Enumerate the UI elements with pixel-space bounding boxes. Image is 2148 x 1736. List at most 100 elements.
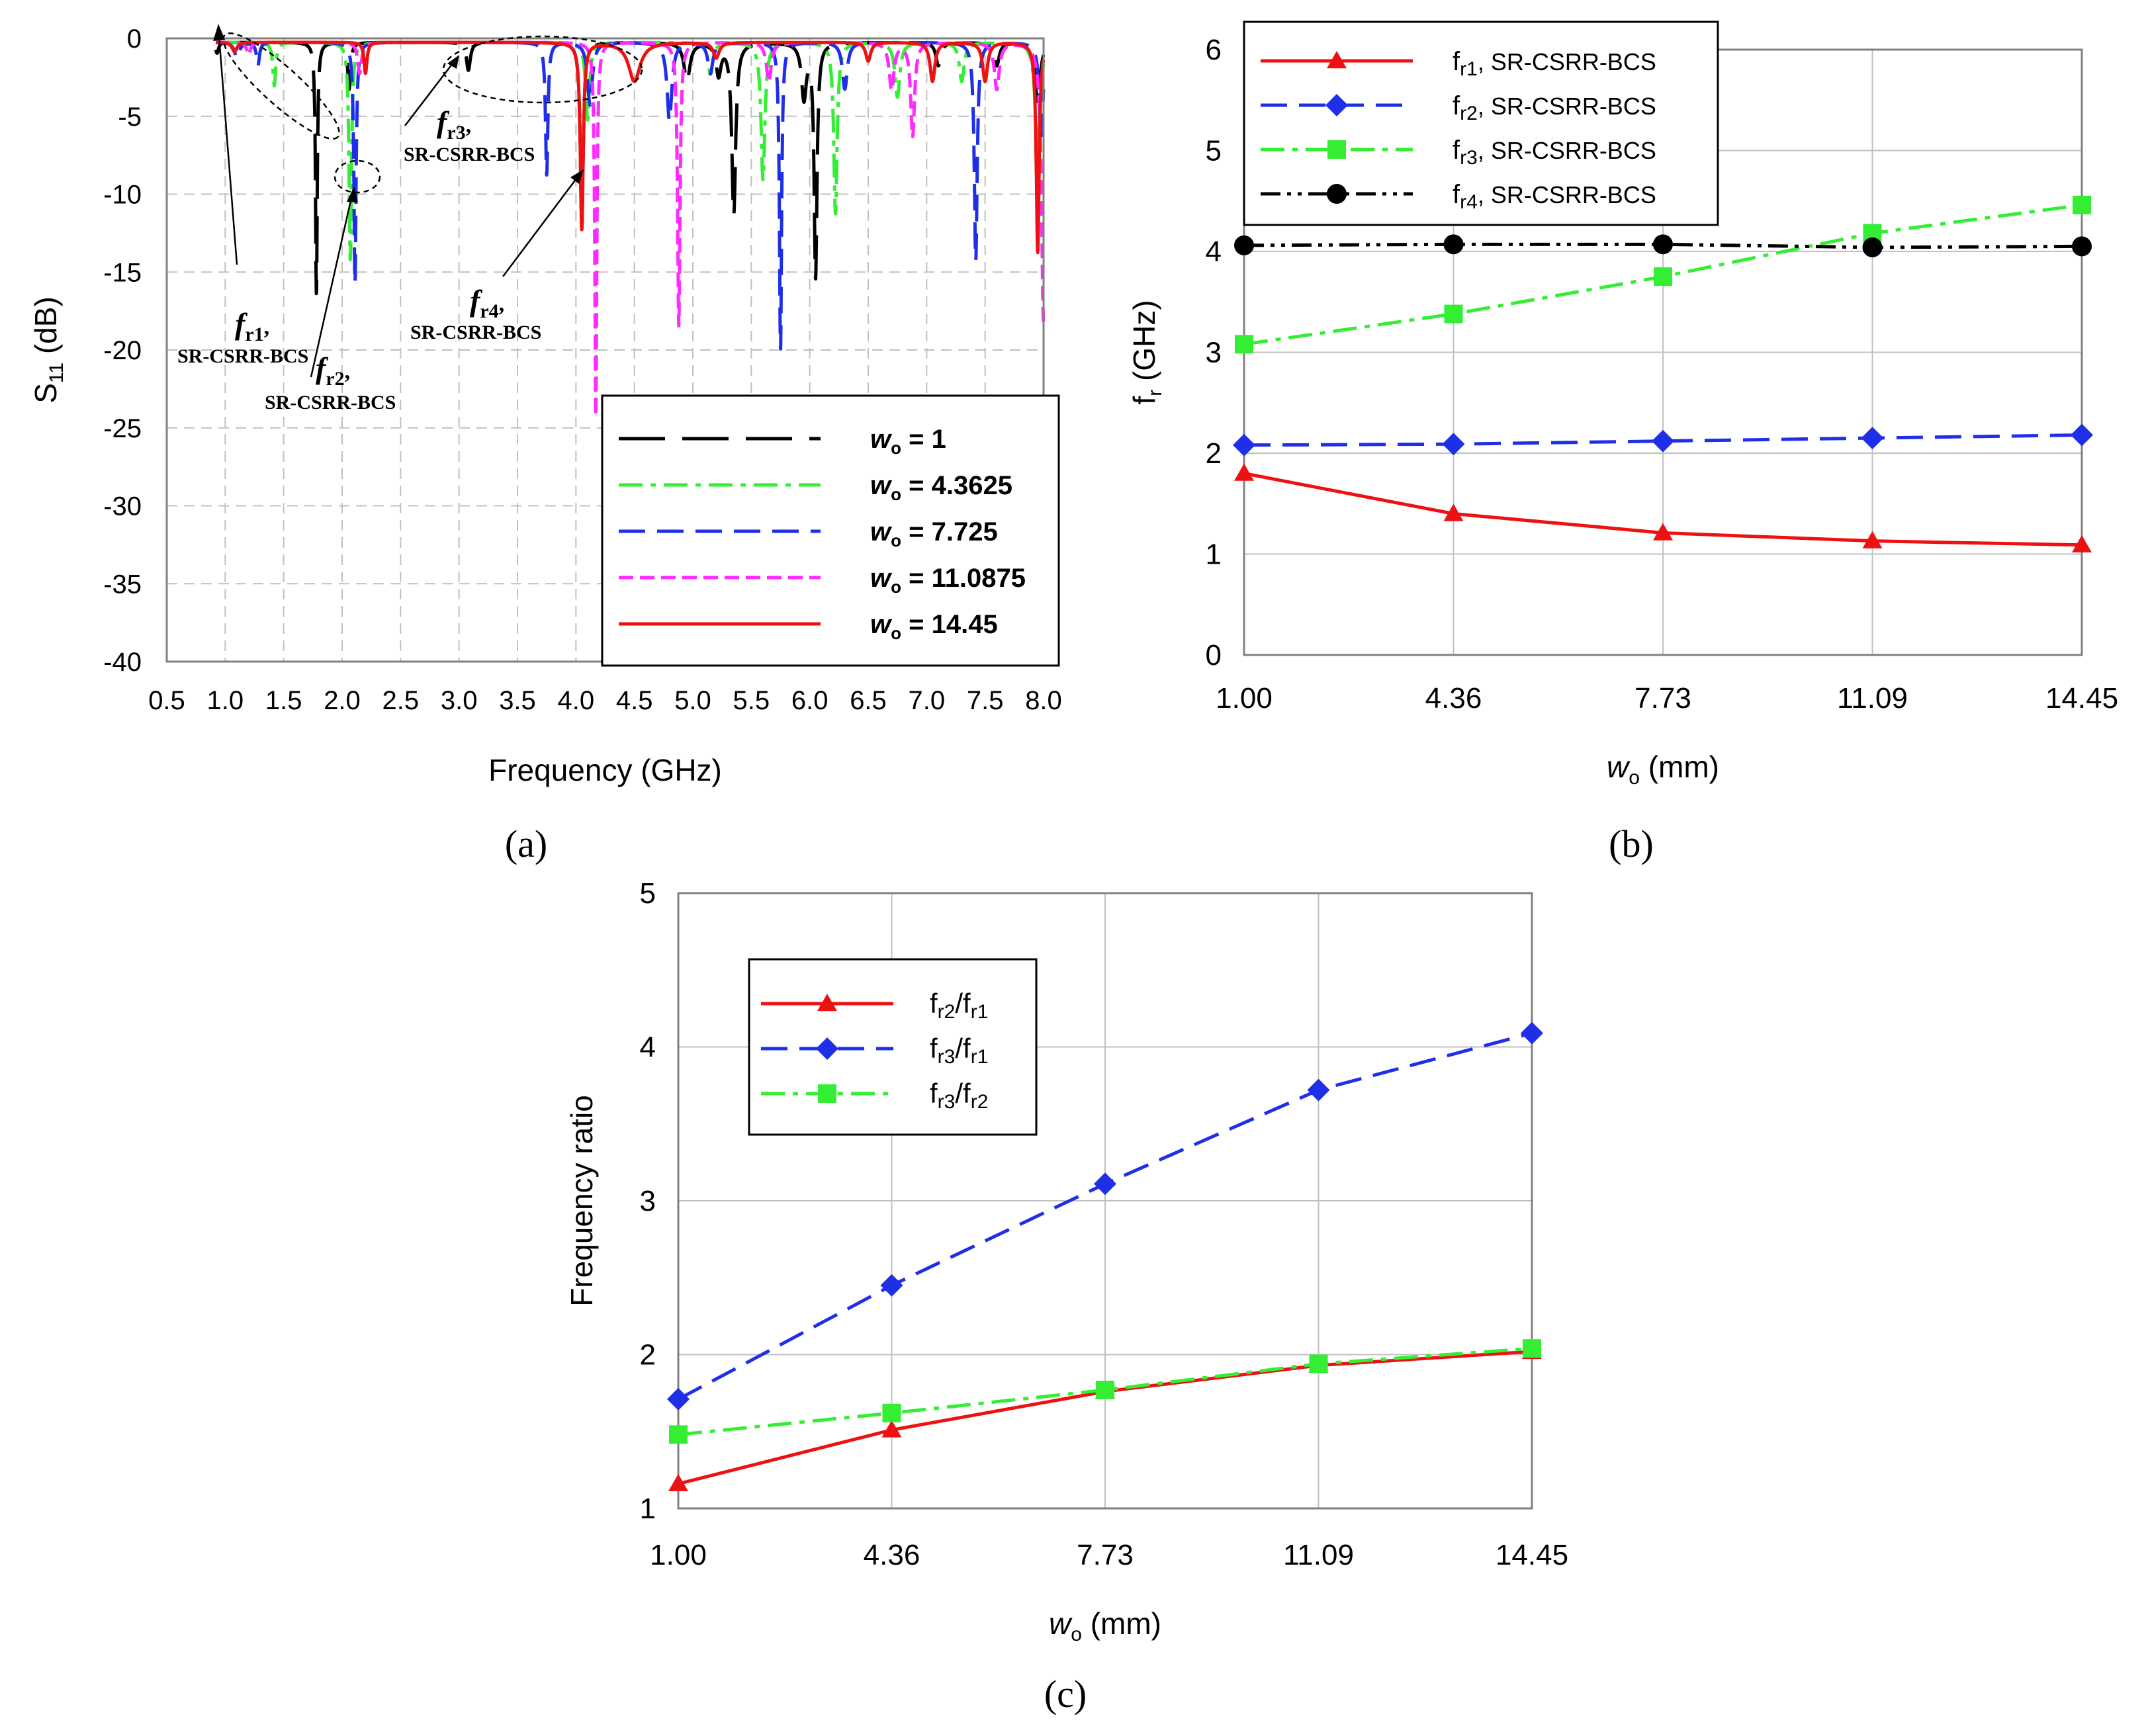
data-point-2-0	[1235, 335, 1253, 354]
data-point-2-4	[1523, 1339, 1541, 1358]
y-tick-label: -40	[103, 648, 142, 677]
tspan: o	[1071, 1624, 1082, 1645]
tspan: /f	[955, 1078, 971, 1109]
tspan: r	[1144, 390, 1166, 396]
tspan: 14.45	[1496, 1539, 1568, 1571]
tspan: w	[870, 517, 893, 546]
tspan: 6.0	[791, 686, 828, 715]
ellipse-fr1	[222, 32, 340, 140]
x-tick-label: 4.36	[1425, 682, 1482, 715]
tspan: SR-CSRR-BCS	[404, 144, 535, 165]
arrow-fr2	[310, 191, 354, 378]
tspan: 14.45	[2045, 682, 2118, 715]
data-point-1-0	[1233, 433, 1255, 456]
tspan: o	[891, 531, 901, 550]
tspan: f	[930, 1078, 938, 1109]
tspan: w	[1049, 1606, 1073, 1641]
legend-label-4: wo = 14.45	[870, 610, 998, 643]
tspan: 3	[1206, 337, 1222, 369]
tspan: 7.73	[1634, 682, 1691, 715]
tspan: 11	[46, 363, 67, 383]
tspan: -25	[103, 414, 142, 443]
series-line-1	[214, 40, 1046, 262]
tspan: f	[1453, 180, 1460, 209]
tspan: (b)	[1609, 822, 1654, 865]
data-point-1-4	[2071, 423, 2093, 447]
annotation-fr2-line2: SR-CSRR-BCS	[265, 392, 396, 413]
annotation-fr4: fr4,	[470, 284, 504, 322]
y-tick-label: 5	[640, 877, 656, 910]
tspan: 0	[1206, 639, 1222, 672]
tspan: 5	[1206, 135, 1222, 167]
y-tick-label: -5	[118, 103, 142, 132]
y-tick-label: 4	[1206, 236, 1222, 268]
tspan: -20	[103, 336, 142, 365]
y-tick-label: -25	[103, 414, 142, 443]
tspan: w	[870, 425, 893, 454]
y-tick-label: 1	[640, 1493, 656, 1525]
tspan: f	[1453, 136, 1460, 165]
y-tick-label: 0	[127, 24, 142, 54]
x-tick-label: 2.0	[324, 686, 361, 715]
y-tick-label: -30	[103, 492, 142, 521]
x-tick-label: 4.0	[558, 686, 595, 715]
tspan: = 14.45	[901, 610, 998, 639]
x-tick-label: 5.5	[733, 686, 770, 715]
legend-label-2: fr3, SR-CSRR-BCS	[1453, 136, 1656, 169]
annotation-fr2: fr2,	[316, 351, 350, 390]
tspan: w	[870, 610, 893, 639]
tspan: o	[891, 623, 901, 643]
data-point-1-1	[1442, 433, 1465, 456]
tspan: w	[870, 564, 893, 593]
tspan: r1	[971, 1001, 989, 1023]
x-tick-label: 11.09	[1283, 1539, 1354, 1571]
legend-label-3: fr4, SR-CSRR-BCS	[1453, 180, 1656, 213]
tspan: 4	[1206, 236, 1222, 268]
tspan: f	[930, 1033, 938, 1064]
y-tick-label: 0	[1206, 639, 1222, 672]
tspan: o	[1629, 767, 1640, 789]
x-tick-label: 14.45	[2045, 682, 2118, 715]
x-tick-label: 6.5	[850, 686, 887, 715]
y-axis-label: Frequency ratio	[564, 1095, 599, 1307]
annotation-fr3-line2: SR-CSRR-BCS	[404, 144, 535, 165]
arrowhead-fr1	[213, 24, 225, 41]
x-tick-label: 11.09	[1837, 682, 1908, 715]
x-tick-label: 1.00	[650, 1539, 707, 1571]
arrow-fr4	[502, 173, 581, 277]
y-tick-label: 2	[640, 1339, 656, 1371]
data-point-1-3	[1861, 427, 1884, 450]
tspan: 7.73	[1077, 1539, 1134, 1571]
tspan: -10	[103, 181, 142, 210]
tspan: , SR-CSRR-BCS	[1478, 137, 1656, 164]
chart-c: 1.00 4.36 7.73 11.09 14.45 1 2 3 4 5 wo (mm) Freque…	[564, 877, 1568, 1715]
data-point-0-4	[2072, 535, 2092, 553]
series-line-2	[678, 1346, 1533, 1436]
tspan: r3	[447, 122, 465, 144]
y-tick-label: -15	[103, 258, 142, 287]
tspan: SR-CSRR-BCS	[410, 322, 541, 343]
chart-a: 0.5 1.0 1.5 2.0 2.5 3.0 3.5 4.0 4.5 5.0 5.5 6.0 6.5 7…	[28, 24, 1062, 865]
tspan: 1	[640, 1493, 656, 1525]
tspan: r2	[938, 1001, 956, 1023]
panel-label-b: (b)	[1609, 822, 1654, 865]
data-point-3-1	[1443, 234, 1464, 255]
tspan: 1.0	[207, 686, 244, 715]
tspan: r4	[480, 300, 498, 322]
data-point-3-0	[1234, 235, 1254, 255]
data-point-1-1	[880, 1274, 903, 1297]
data-point-1-0	[667, 1387, 690, 1410]
tspan: ,	[264, 315, 270, 339]
tspan: ,	[345, 359, 351, 384]
y-tick-label: -35	[103, 570, 142, 599]
legend-marker-2	[1327, 140, 1346, 159]
y-tick-label: 3	[640, 1185, 656, 1217]
tspan: r2	[326, 368, 344, 390]
tspan: 4.0	[558, 686, 595, 715]
legend-label-2: fr3/fr2	[930, 1078, 988, 1113]
annotation-fr1-line2: SR-CSRR-BCS	[177, 345, 308, 367]
series-line-4	[214, 40, 1046, 255]
x-tick-label: 7.73	[1634, 682, 1691, 715]
x-tick-label: 4.5	[616, 686, 653, 715]
